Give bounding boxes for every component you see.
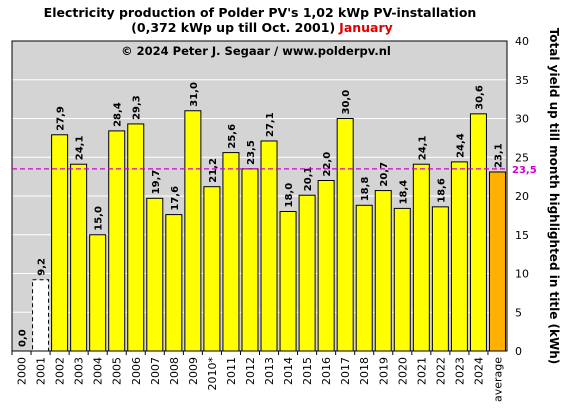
bar xyxy=(32,279,50,352)
x-tick-label: 2016 xyxy=(320,357,333,385)
value-label: 22,0 xyxy=(322,152,333,177)
x-tick-label: 2002 xyxy=(54,357,67,385)
value-label: 21,2 xyxy=(208,158,219,183)
bar xyxy=(336,118,354,352)
x-tick-label: average xyxy=(491,357,504,402)
x-tick-label: 2023 xyxy=(453,357,466,385)
bar xyxy=(51,134,69,352)
y-axis-label: Total yield up till month highlighted in… xyxy=(547,28,561,365)
bar xyxy=(108,130,126,352)
value-label: 18,8 xyxy=(360,177,371,202)
bar xyxy=(469,113,487,352)
value-label: 19,7 xyxy=(151,170,162,195)
bar xyxy=(184,110,202,352)
value-label: 20,1 xyxy=(303,167,314,192)
x-tick-label: 2010* xyxy=(206,357,219,391)
y-tick-label: 0 xyxy=(515,345,522,358)
value-label: 31,0 xyxy=(189,82,200,107)
x-tick-label: 2000 xyxy=(16,357,29,385)
bar xyxy=(412,163,430,352)
value-label: 15,0 xyxy=(94,206,105,231)
value-label: 29,3 xyxy=(132,95,143,120)
y-tick-label: 20 xyxy=(515,190,529,203)
value-label: 24,4 xyxy=(455,133,466,158)
x-tick-label: 2014 xyxy=(282,357,295,385)
x-tick-label: 2003 xyxy=(73,357,86,385)
bar xyxy=(241,168,259,352)
bar xyxy=(165,214,183,352)
bar xyxy=(70,163,88,352)
x-tick-label: 2024 xyxy=(472,357,485,385)
x-tick-label: 2021 xyxy=(415,357,428,385)
x-tick-label: 2018 xyxy=(358,357,371,385)
y-tick-label: 30 xyxy=(515,113,529,126)
y-tick-label: 10 xyxy=(515,268,529,281)
x-tick-label: 2006 xyxy=(130,357,143,385)
x-tick-label: 2017 xyxy=(339,357,352,385)
value-label: 0,0 xyxy=(18,329,29,347)
value-label: 17,6 xyxy=(170,186,181,211)
average-bar xyxy=(488,171,506,352)
subtitle-text: (0,372 kWp up till Oct. 2001) xyxy=(131,20,335,35)
bar xyxy=(89,234,107,352)
reference-label: 23,5 xyxy=(512,165,537,176)
x-tick-label: 2012 xyxy=(244,357,257,385)
y-tick-label: 15 xyxy=(515,229,529,242)
value-label: 20,7 xyxy=(379,162,390,187)
y-tick-label: 25 xyxy=(515,151,529,164)
bar xyxy=(393,207,411,352)
bar xyxy=(260,140,278,352)
value-label: 30,0 xyxy=(341,90,352,115)
x-tick-label: 2007 xyxy=(149,357,162,385)
x-tick-label: 2004 xyxy=(92,357,105,385)
chart-subtitle: (0,372 kWp up till Oct. 2001) January xyxy=(131,20,393,35)
value-label: 23,1 xyxy=(493,143,504,168)
value-label: 9,2 xyxy=(37,258,48,276)
x-tick-label: 2020 xyxy=(396,357,409,385)
bar xyxy=(374,190,392,352)
value-label: 23,5 xyxy=(246,140,257,165)
x-tick-label: 2009 xyxy=(187,357,200,385)
bar xyxy=(317,180,335,352)
y-tick-label: 40 xyxy=(515,35,529,48)
y-tick-label: 35 xyxy=(515,74,529,87)
value-label: 25,6 xyxy=(227,124,238,149)
value-label: 24,1 xyxy=(417,136,428,161)
bar xyxy=(279,211,297,352)
value-label: 18,4 xyxy=(398,180,409,205)
y-tick-label: 5 xyxy=(515,306,522,319)
chart-title: Electricity production of Polder PV's 1,… xyxy=(44,5,477,20)
bar xyxy=(127,123,145,352)
value-label: 18,6 xyxy=(436,178,447,203)
x-tick-label: 2015 xyxy=(301,357,314,385)
x-tick-label: 2001 xyxy=(35,357,48,385)
bar xyxy=(146,197,164,352)
copyright-text: © 2024 Peter J. Segaar / www.polderpv.nl xyxy=(121,44,391,58)
bar xyxy=(222,152,240,352)
value-label: 24,1 xyxy=(75,136,86,161)
bar xyxy=(450,161,468,352)
x-tick-label: 2011 xyxy=(225,357,238,385)
bar xyxy=(431,206,449,352)
x-tick-label: 2013 xyxy=(263,357,276,385)
bar xyxy=(355,204,373,352)
x-tick-label: 2008 xyxy=(168,357,181,385)
x-tick-label: 2019 xyxy=(377,357,390,385)
bar xyxy=(298,194,316,352)
x-tick-label: 2005 xyxy=(111,357,124,385)
bar xyxy=(203,186,221,352)
plot-area: 0 5 10 15 20 25 30 35 40 0,0 2000 9,2 2001 27,9 2002 24… xyxy=(11,35,537,402)
value-label: 27,9 xyxy=(56,106,67,131)
value-label: 30,6 xyxy=(474,85,485,110)
value-label: 18,0 xyxy=(284,183,295,208)
x-tick-label: 2022 xyxy=(434,357,447,385)
plot-border xyxy=(11,40,508,352)
value-label: 28,4 xyxy=(113,102,124,127)
subtitle-month: January xyxy=(338,20,393,35)
value-label: 27,1 xyxy=(265,112,276,137)
